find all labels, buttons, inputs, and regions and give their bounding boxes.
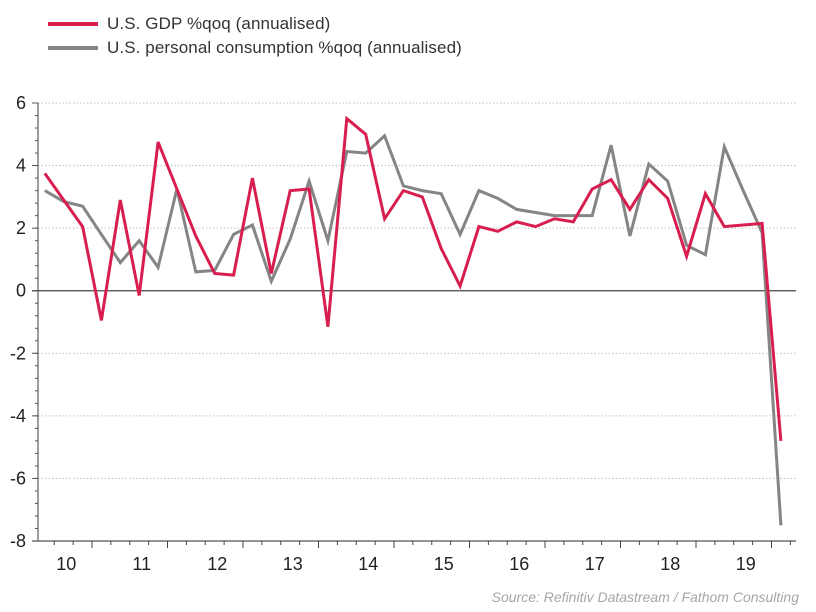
- legend-item-consumption: U.S. personal consumption %qoq (annualis…: [48, 36, 462, 60]
- x-tick-label: 14: [358, 554, 378, 574]
- legend-swatch-gdp: [48, 22, 98, 26]
- x-tick-label: 16: [509, 554, 529, 574]
- x-tick-label: 13: [283, 554, 303, 574]
- x-tick-label: 15: [434, 554, 454, 574]
- legend-item-gdp: U.S. GDP %qoq (annualised): [48, 12, 462, 36]
- x-tick-label: 18: [660, 554, 680, 574]
- series-line-gdp: [43, 115, 783, 442]
- y-tick-label: 6: [16, 93, 26, 113]
- x-tick-label: 11: [132, 554, 151, 574]
- y-tick-label: 2: [16, 218, 26, 238]
- legend-label-consumption: U.S. personal consumption %qoq (annualis…: [107, 38, 462, 57]
- y-tick-label: -2: [10, 343, 26, 363]
- legend-swatch-consumption: [48, 46, 98, 50]
- axes: [32, 103, 796, 542]
- y-tick-label: 4: [16, 156, 26, 176]
- y-tick-label: -8: [10, 531, 26, 551]
- gridlines: [38, 102, 796, 479]
- y-tick-label: 0: [16, 281, 26, 301]
- y-tick-label: -6: [10, 468, 26, 488]
- x-tick-label: 12: [207, 554, 227, 574]
- source-note: Source: Refinitiv Datastream / Fathom Co…: [491, 589, 799, 605]
- legend: U.S. GDP %qoq (annualised) U.S. personal…: [48, 12, 462, 60]
- y-tick-label: -4: [10, 406, 26, 426]
- x-tick-label: 10: [56, 554, 76, 574]
- x-tick-label: 19: [736, 554, 756, 574]
- legend-label-gdp: U.S. GDP %qoq (annualised): [107, 14, 331, 33]
- y-axis-ticks: 6 4 2 0 -2 -4 -6 -8: [10, 93, 38, 551]
- series-line-consumption: [44, 133, 783, 526]
- x-axis-ticks: 10 11 12 13 14 15 16 17 18 19: [53, 541, 791, 574]
- x-tick-label: 17: [585, 554, 605, 574]
- series-lines: [43, 115, 783, 526]
